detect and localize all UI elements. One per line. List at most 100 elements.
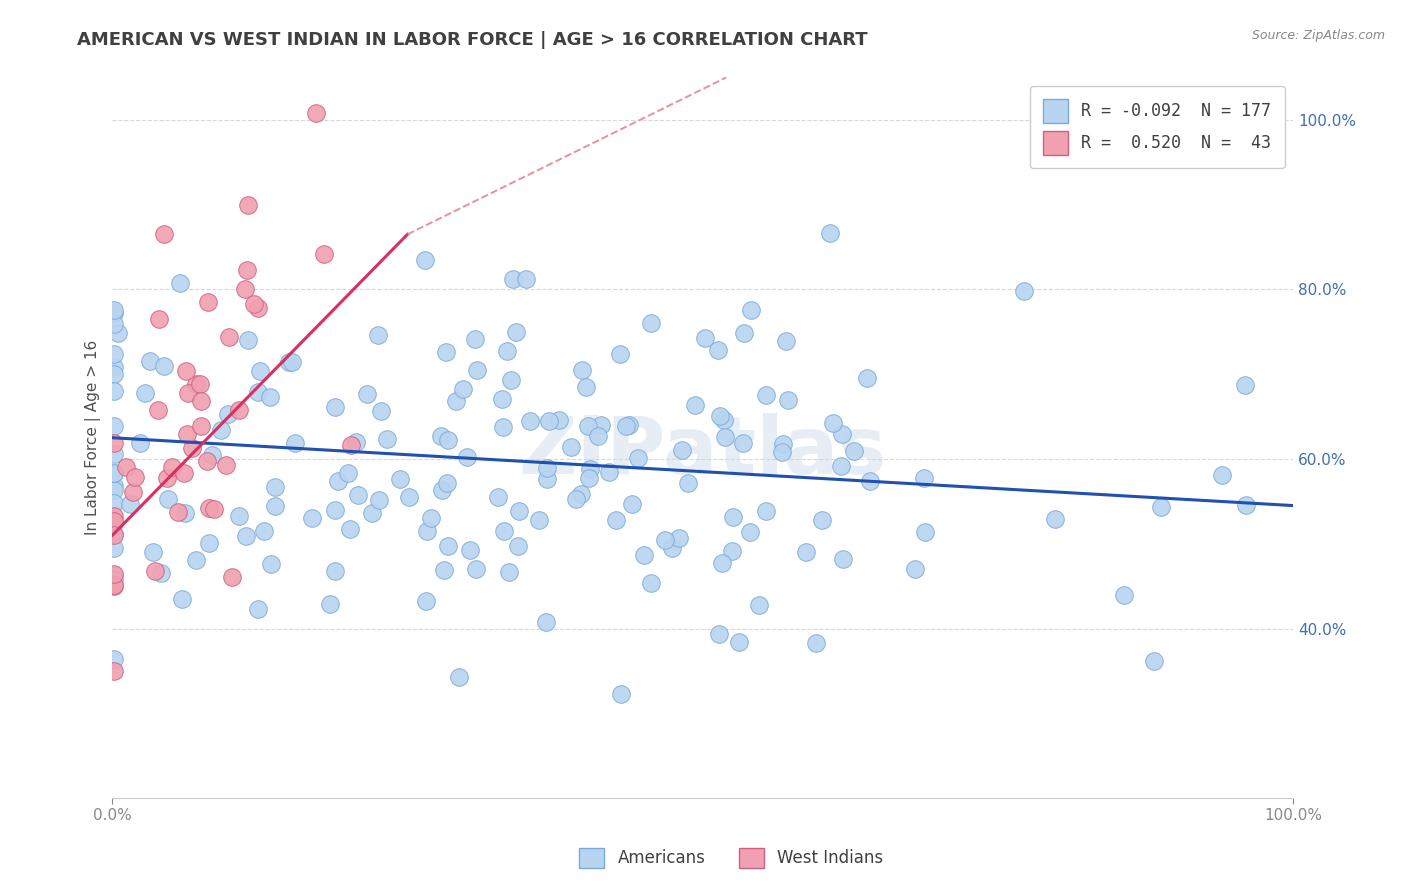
Point <box>714 430 737 444</box>
Point <box>515 271 537 285</box>
Point <box>617 417 640 432</box>
Point <box>640 316 662 330</box>
Point <box>305 106 328 120</box>
Point <box>217 408 239 422</box>
Point <box>536 472 558 486</box>
Point <box>416 524 439 539</box>
Point <box>103 479 125 493</box>
Point <box>103 578 125 592</box>
Point <box>103 466 125 480</box>
Point <box>103 528 125 542</box>
Point <box>323 503 346 517</box>
Point <box>247 602 270 616</box>
Point <box>246 301 269 315</box>
Point <box>195 454 218 468</box>
Point <box>605 513 627 527</box>
Point <box>671 443 693 458</box>
Point <box>620 497 643 511</box>
Point <box>668 532 690 546</box>
Point <box>166 505 188 519</box>
Point <box>1150 500 1173 514</box>
Point <box>121 485 143 500</box>
Point <box>301 511 323 525</box>
Point <box>233 282 256 296</box>
Point <box>775 334 797 349</box>
Point <box>103 568 125 582</box>
Point <box>347 488 370 502</box>
Point <box>1112 588 1135 602</box>
Point <box>1234 499 1257 513</box>
Point <box>201 448 224 462</box>
Point <box>610 687 633 701</box>
Point <box>103 573 125 587</box>
Point <box>464 332 486 346</box>
Point <box>810 513 832 527</box>
Point <box>505 325 527 339</box>
Point <box>150 566 173 580</box>
Point <box>148 311 170 326</box>
Point <box>218 330 240 344</box>
Point <box>188 377 211 392</box>
Point <box>912 470 935 484</box>
Point <box>413 253 436 268</box>
Point <box>711 556 734 570</box>
Point <box>859 474 882 488</box>
Point <box>186 376 208 391</box>
Point <box>529 513 551 527</box>
Point <box>367 327 389 342</box>
Point <box>451 382 474 396</box>
Point <box>578 471 600 485</box>
Point <box>534 615 557 629</box>
Point <box>436 433 458 447</box>
Point <box>198 501 221 516</box>
Point <box>174 506 197 520</box>
Point <box>419 511 441 525</box>
Point <box>129 436 152 450</box>
Point <box>804 636 827 650</box>
Point <box>228 403 250 417</box>
Point <box>772 436 794 450</box>
Point <box>733 435 755 450</box>
Point <box>375 432 398 446</box>
Point <box>633 548 655 562</box>
Point <box>436 539 458 553</box>
Y-axis label: In Labor Force | Age > 16: In Labor Force | Age > 16 <box>86 340 101 535</box>
Point <box>676 476 699 491</box>
Point <box>831 552 853 566</box>
Point <box>709 409 731 424</box>
Point <box>755 504 778 518</box>
Point <box>776 392 799 407</box>
Point <box>160 460 183 475</box>
Point <box>264 480 287 494</box>
Point <box>197 295 219 310</box>
Point <box>904 562 927 576</box>
Point <box>740 303 762 318</box>
Point <box>103 436 125 450</box>
Point <box>142 545 165 559</box>
Point <box>103 579 125 593</box>
Point <box>124 470 146 484</box>
Point <box>181 441 204 455</box>
Point <box>496 343 519 358</box>
Point <box>1233 378 1256 392</box>
Point <box>236 333 259 347</box>
Point <box>344 434 367 449</box>
Point <box>914 524 936 539</box>
Point <box>176 364 198 378</box>
Text: Source: ZipAtlas.com: Source: ZipAtlas.com <box>1251 29 1385 42</box>
Text: AMERICAN VS WEST INDIAN IN LABOR FORCE | AGE > 16 CORRELATION CHART: AMERICAN VS WEST INDIAN IN LABOR FORCE |… <box>77 31 868 49</box>
Point <box>738 525 761 540</box>
Point <box>186 553 208 567</box>
Point <box>370 404 392 418</box>
Point <box>444 393 467 408</box>
Point <box>842 443 865 458</box>
Point <box>683 398 706 412</box>
Point <box>103 367 125 381</box>
Point <box>723 510 745 524</box>
Point <box>830 458 852 473</box>
Point <box>284 435 307 450</box>
Point <box>389 472 412 486</box>
Point <box>498 566 520 580</box>
Point <box>707 343 730 357</box>
Point <box>238 198 260 212</box>
